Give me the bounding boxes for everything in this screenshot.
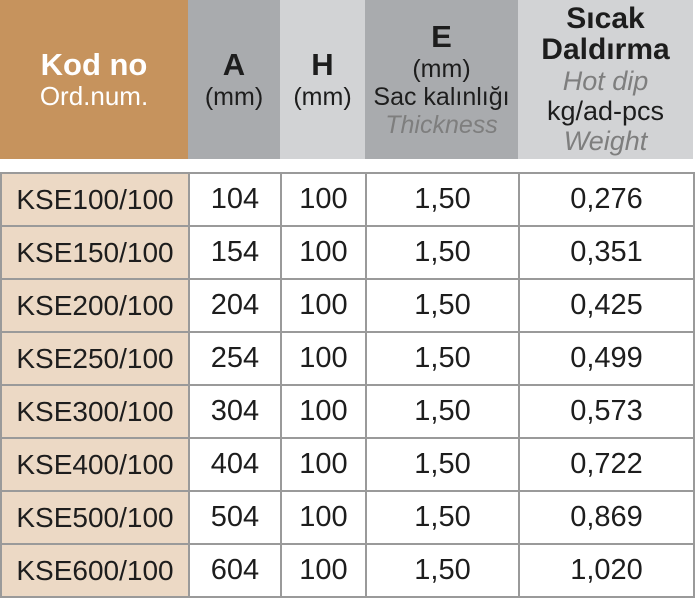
cell-weight: 1,020 bbox=[518, 543, 695, 598]
cell-h: 100 bbox=[280, 437, 367, 492]
cell-e: 1,50 bbox=[365, 331, 520, 386]
table-row: KSE500/100 504 100 1,50 0,869 bbox=[0, 490, 695, 545]
cell-weight: 0,722 bbox=[518, 437, 695, 492]
cell-weight: 0,351 bbox=[518, 225, 695, 280]
header-unit-a: (mm) bbox=[204, 82, 264, 111]
table-row: KSE150/100 154 100 1,50 0,351 bbox=[0, 225, 695, 280]
header-cell-a: A (mm) bbox=[188, 0, 280, 159]
cell-code: KSE600/100 bbox=[0, 543, 190, 598]
header-subtitle-hot-dip: Hot dip bbox=[562, 65, 649, 96]
table-row: KSE100/100 104 100 1,50 0,276 bbox=[0, 172, 695, 227]
header-title-h: H bbox=[311, 47, 334, 83]
cell-a: 204 bbox=[188, 278, 282, 333]
table-row: KSE400/100 404 100 1,50 0,722 bbox=[0, 437, 695, 492]
cell-code: KSE150/100 bbox=[0, 225, 190, 280]
cell-e: 1,50 bbox=[365, 543, 520, 598]
header-subtitle-ord-num: Ord.num. bbox=[39, 81, 149, 112]
cell-a: 104 bbox=[188, 172, 282, 227]
header-cell-kod-no: Kod no Ord.num. bbox=[0, 0, 188, 159]
cell-e: 1,50 bbox=[365, 278, 520, 333]
header-title-e: E bbox=[431, 19, 452, 55]
cell-a: 304 bbox=[188, 384, 282, 439]
cell-weight: 0,276 bbox=[518, 172, 695, 227]
header-desc-sac-kalinligi: Sac kalınlığı bbox=[373, 82, 510, 111]
cell-h: 100 bbox=[280, 543, 367, 598]
header-cell-weight: Sıcak Daldırma Hot dip kg/ad-pcs Weight bbox=[518, 0, 693, 159]
cell-a: 504 bbox=[188, 490, 282, 545]
cell-e: 1,50 bbox=[365, 437, 520, 492]
header-unit-h: (mm) bbox=[293, 82, 352, 111]
table-row: KSE300/100 304 100 1,50 0,573 bbox=[0, 384, 695, 439]
cell-code: KSE100/100 bbox=[0, 172, 190, 227]
cell-h: 100 bbox=[280, 278, 367, 333]
cell-h: 100 bbox=[280, 490, 367, 545]
cell-h: 100 bbox=[280, 172, 367, 227]
header-title-kod-no: Kod no bbox=[40, 46, 148, 82]
cell-weight: 0,425 bbox=[518, 278, 695, 333]
header-title-a: A bbox=[222, 47, 246, 83]
table-row: KSE600/100 604 100 1,50 1,020 bbox=[0, 543, 695, 598]
header-cell-e: E (mm) Sac kalınlığı Thickness bbox=[365, 0, 518, 159]
cell-code: KSE500/100 bbox=[0, 490, 190, 545]
cell-e: 1,50 bbox=[365, 172, 520, 227]
cell-code: KSE300/100 bbox=[0, 384, 190, 439]
header-cell-h: H (mm) bbox=[280, 0, 365, 159]
cell-weight: 0,499 bbox=[518, 331, 695, 386]
header-label-weight: Weight bbox=[563, 126, 648, 157]
cell-e: 1,50 bbox=[365, 490, 520, 545]
cell-weight: 0,869 bbox=[518, 490, 695, 545]
header-title-daldirma: Daldırma bbox=[541, 33, 670, 67]
cell-code: KSE200/100 bbox=[0, 278, 190, 333]
header-desc-thickness: Thickness bbox=[385, 110, 498, 139]
cell-e: 1,50 bbox=[365, 225, 520, 280]
header-unit-kg-ad-pcs: kg/ad-pcs bbox=[546, 95, 665, 126]
cell-code: KSE400/100 bbox=[0, 437, 190, 492]
cell-a: 154 bbox=[188, 225, 282, 280]
cell-h: 100 bbox=[280, 384, 367, 439]
table-header: Kod no Ord.num. A (mm) H (mm) E (mm) Sac… bbox=[0, 0, 693, 159]
cell-a: 604 bbox=[188, 543, 282, 598]
header-unit-e: (mm) bbox=[412, 54, 471, 83]
header-title-sicak: Sıcak bbox=[566, 1, 645, 35]
cell-a: 254 bbox=[188, 331, 282, 386]
cell-code: KSE250/100 bbox=[0, 331, 190, 386]
cell-e: 1,50 bbox=[365, 384, 520, 439]
cell-a: 404 bbox=[188, 437, 282, 492]
table-row: KSE200/100 204 100 1,50 0,425 bbox=[0, 278, 695, 333]
data-table: KSE100/100 104 100 1,50 0,276 KSE150/100… bbox=[0, 172, 695, 598]
cell-weight: 0,573 bbox=[518, 384, 695, 439]
cell-h: 100 bbox=[280, 225, 367, 280]
cell-h: 100 bbox=[280, 331, 367, 386]
table-row: KSE250/100 254 100 1,50 0,499 bbox=[0, 331, 695, 386]
